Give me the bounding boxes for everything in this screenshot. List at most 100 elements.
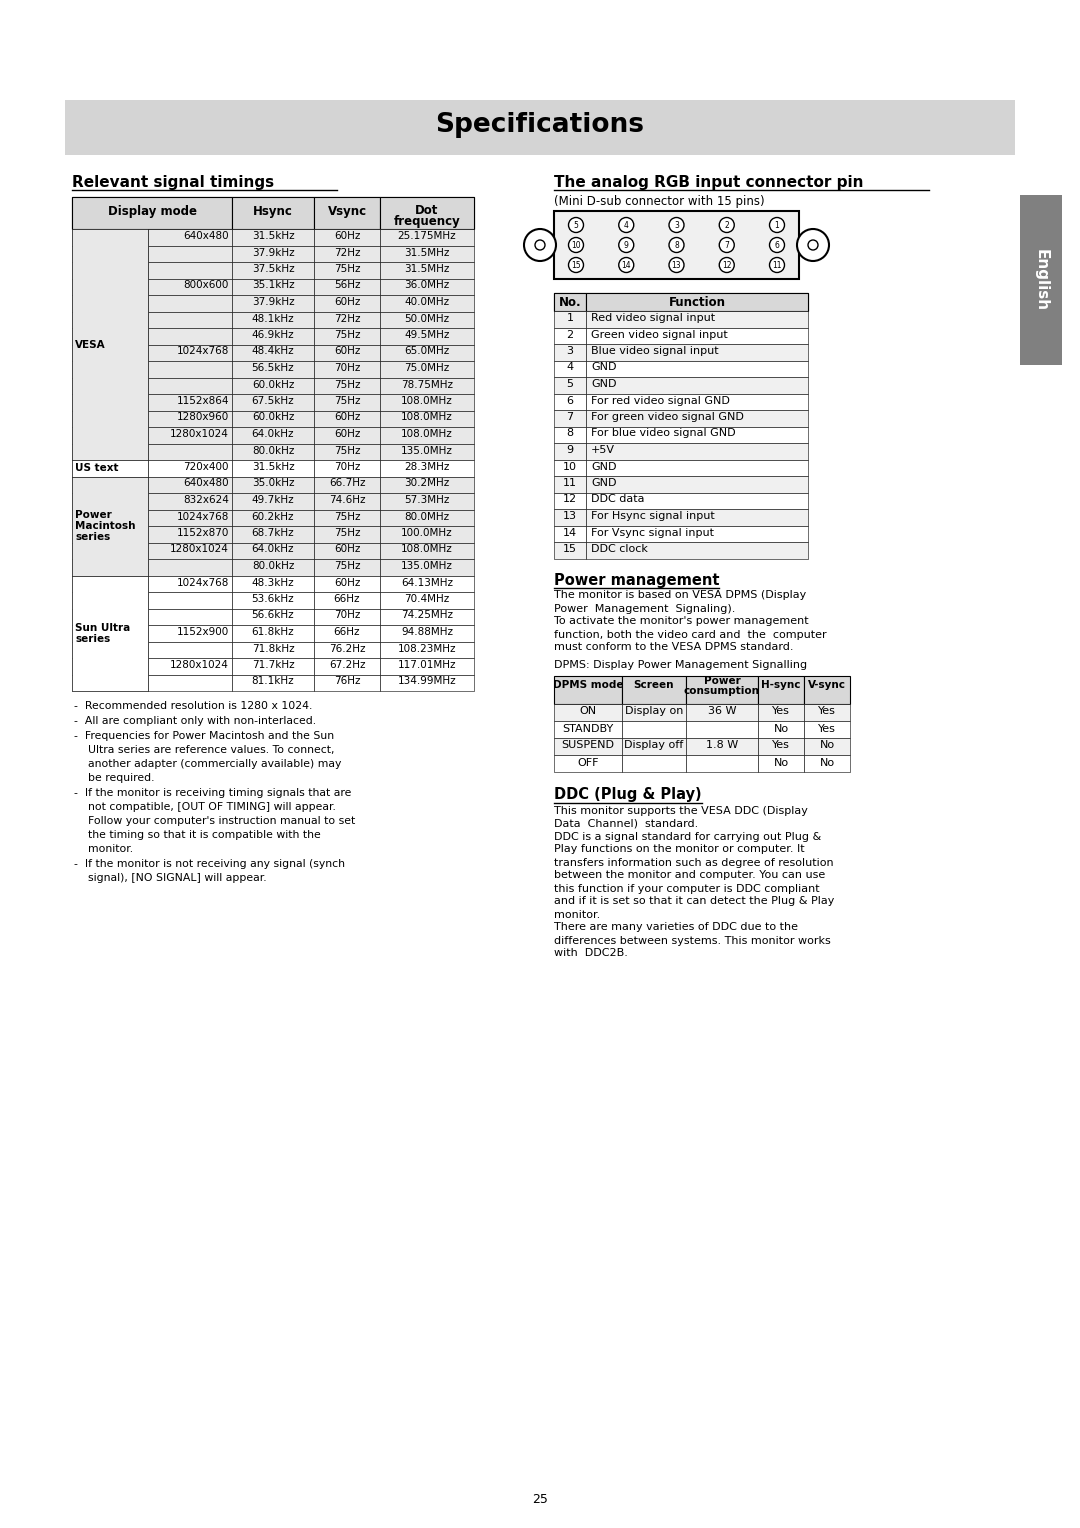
Bar <box>554 477 586 492</box>
Text: The monitor is based on VESA DPMS (Display: The monitor is based on VESA DPMS (Displ… <box>554 590 807 601</box>
Text: 7: 7 <box>566 413 573 422</box>
Text: GND: GND <box>591 379 617 390</box>
Text: 65.0MHz: 65.0MHz <box>404 347 449 356</box>
Text: For Vsync signal input: For Vsync signal input <box>591 527 714 538</box>
Text: 81.1kHz: 81.1kHz <box>252 677 295 686</box>
Bar <box>686 738 758 755</box>
Bar <box>148 477 232 494</box>
Text: Yes: Yes <box>818 723 836 733</box>
Text: GND: GND <box>591 362 617 373</box>
Text: Follow your computer's instruction manual to set: Follow your computer's instruction manua… <box>87 816 355 827</box>
Bar <box>72 261 148 278</box>
Bar <box>380 278 474 295</box>
Text: 800x600: 800x600 <box>184 281 229 290</box>
Bar <box>148 394 232 411</box>
Bar <box>380 477 474 494</box>
Text: be required.: be required. <box>87 773 154 782</box>
Text: 60.2kHz: 60.2kHz <box>252 512 294 521</box>
Bar <box>232 608 314 625</box>
Text: OFF: OFF <box>577 758 598 767</box>
Text: -  Recommended resolution is 1280 x 1024.: - Recommended resolution is 1280 x 1024. <box>75 701 312 711</box>
Bar <box>314 229 380 246</box>
Text: 50.0MHz: 50.0MHz <box>404 313 449 324</box>
Text: 60.0kHz: 60.0kHz <box>252 413 294 423</box>
Text: No: No <box>820 741 835 750</box>
Text: 35.0kHz: 35.0kHz <box>252 478 294 489</box>
Text: Vsync: Vsync <box>327 205 366 219</box>
Text: 31.5MHz: 31.5MHz <box>404 264 449 274</box>
Circle shape <box>568 237 583 252</box>
Text: monitor.: monitor. <box>87 843 133 854</box>
Text: 3: 3 <box>674 220 679 229</box>
Bar <box>148 674 232 691</box>
Bar <box>622 738 686 755</box>
Bar <box>314 426 380 443</box>
Bar <box>314 509 380 526</box>
Bar <box>72 361 148 377</box>
Text: No: No <box>820 758 835 767</box>
Text: 3: 3 <box>567 345 573 356</box>
Bar <box>554 738 622 755</box>
Bar <box>380 608 474 625</box>
Text: 1152x900: 1152x900 <box>177 626 229 637</box>
Text: No: No <box>773 723 788 733</box>
Bar <box>554 426 586 443</box>
Circle shape <box>719 237 734 252</box>
Text: 75Hz: 75Hz <box>334 396 361 406</box>
Bar <box>72 608 148 625</box>
Bar <box>148 344 232 361</box>
Bar <box>232 576 314 591</box>
Text: 36 W: 36 W <box>707 706 737 717</box>
Bar <box>586 443 808 460</box>
Bar <box>314 494 380 509</box>
Text: Data  Channel)  standard.: Data Channel) standard. <box>554 819 699 828</box>
Text: US text: US text <box>75 463 119 474</box>
Bar <box>72 229 148 460</box>
Text: 64.0kHz: 64.0kHz <box>252 544 294 555</box>
Bar <box>72 542 148 559</box>
Bar <box>554 211 799 280</box>
Bar <box>380 312 474 329</box>
Text: 40.0MHz: 40.0MHz <box>404 296 449 307</box>
Text: 117.01MHz: 117.01MHz <box>397 660 456 669</box>
Text: 4: 4 <box>566 362 573 373</box>
Text: 13: 13 <box>672 260 681 269</box>
Bar <box>148 261 232 278</box>
Text: 15: 15 <box>563 544 577 555</box>
Text: 1.8 W: 1.8 W <box>706 741 738 750</box>
Bar <box>232 559 314 576</box>
Text: SUSPEND: SUSPEND <box>562 741 615 750</box>
Text: 31.5MHz: 31.5MHz <box>404 248 449 258</box>
Text: 11: 11 <box>772 260 782 269</box>
Text: For Hsync signal input: For Hsync signal input <box>591 510 715 521</box>
Text: Specifications: Specifications <box>435 113 645 139</box>
Bar <box>586 377 808 394</box>
Bar <box>554 410 586 426</box>
Text: must conform to the VESA DPMS standard.: must conform to the VESA DPMS standard. <box>554 642 794 652</box>
Text: this function if your computer is DDC compliant: this function if your computer is DDC co… <box>554 883 820 894</box>
Bar <box>232 295 314 312</box>
Bar <box>148 576 232 591</box>
Text: series: series <box>75 634 110 643</box>
Bar <box>380 542 474 559</box>
Text: 1024x768: 1024x768 <box>177 347 229 356</box>
Text: 60.0kHz: 60.0kHz <box>252 379 294 390</box>
Text: series: series <box>75 532 110 542</box>
Bar <box>758 755 804 772</box>
Bar <box>314 625 380 642</box>
Text: 10: 10 <box>571 240 581 249</box>
Text: not compatible, [OUT OF TIMING] will appear.: not compatible, [OUT OF TIMING] will app… <box>87 802 336 811</box>
Text: 75Hz: 75Hz <box>334 264 361 274</box>
Text: 1280x1024: 1280x1024 <box>171 544 229 555</box>
Text: 2: 2 <box>566 330 573 339</box>
Bar <box>380 361 474 377</box>
Text: 108.23MHz: 108.23MHz <box>397 643 456 654</box>
Bar <box>380 295 474 312</box>
Bar <box>314 246 380 261</box>
Bar <box>72 494 148 509</box>
Text: 135.0MHz: 135.0MHz <box>401 561 453 571</box>
Bar <box>232 542 314 559</box>
Bar <box>686 703 758 721</box>
Bar <box>232 312 314 329</box>
Bar <box>586 327 808 344</box>
